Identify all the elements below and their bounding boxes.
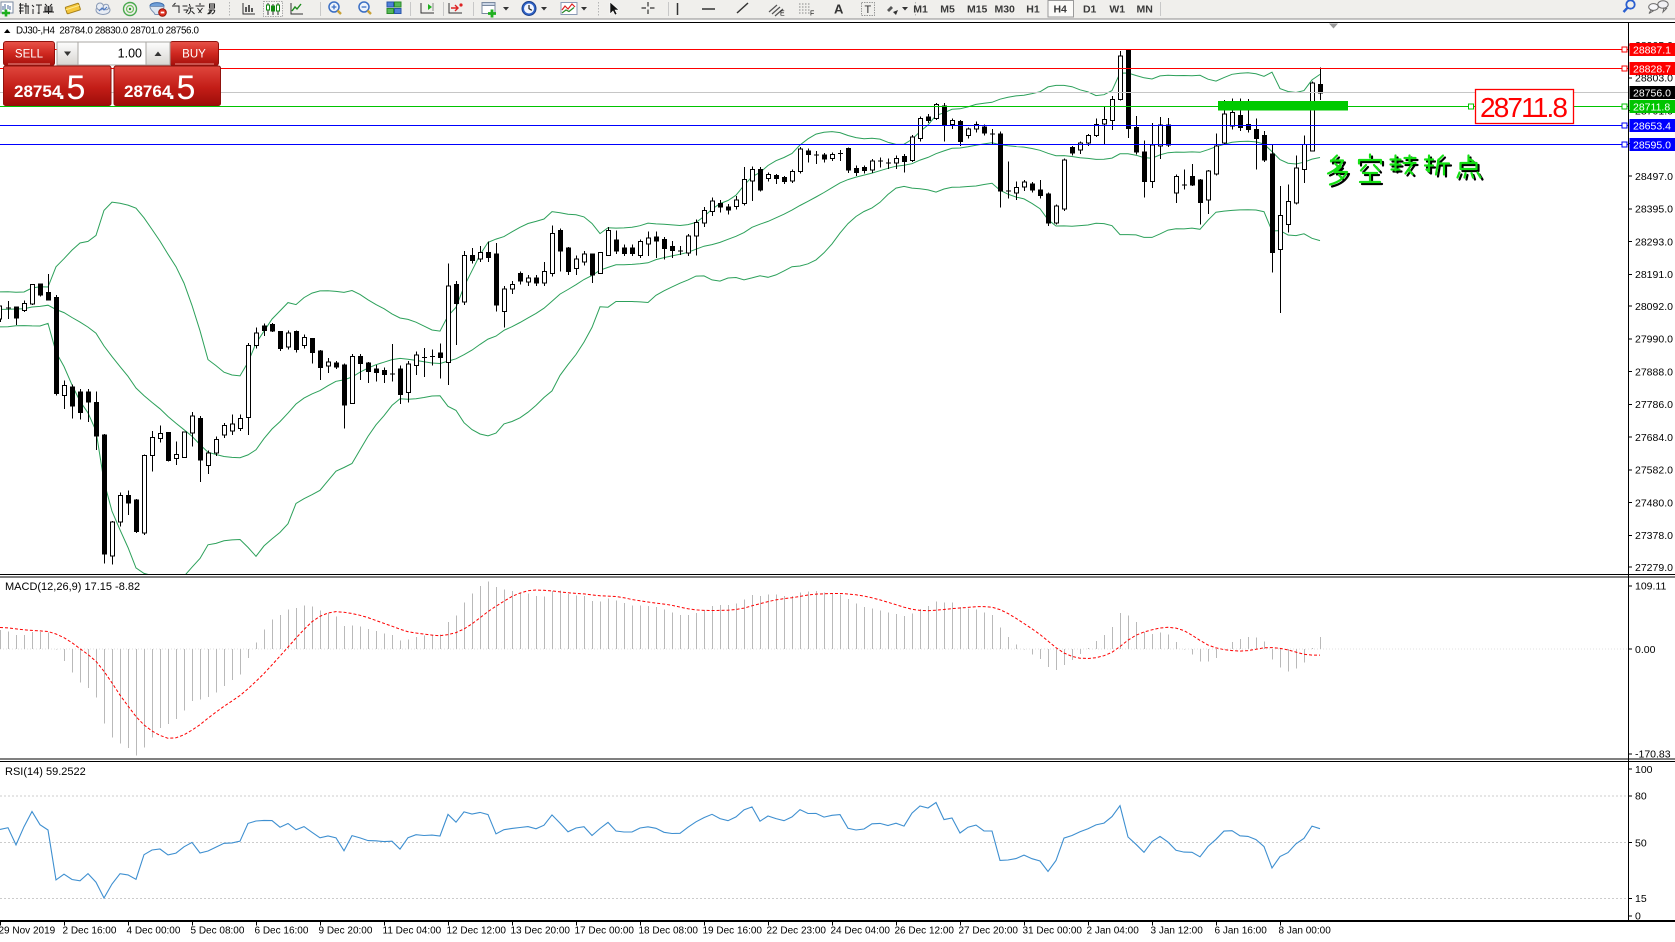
svg-text:27888.0: 27888.0 xyxy=(1635,366,1673,378)
svg-text:29 Nov 2019: 29 Nov 2019 xyxy=(0,926,56,937)
svg-text:28756.0: 28756.0 xyxy=(1633,88,1671,100)
svg-text:15: 15 xyxy=(1635,893,1647,905)
svg-text:13 Dec 20:00: 13 Dec 20:00 xyxy=(511,926,571,937)
svg-text:M30: M30 xyxy=(994,4,1015,16)
svg-text:2 Dec 16:00: 2 Dec 16:00 xyxy=(63,926,117,937)
svg-text:28828.7: 28828.7 xyxy=(1633,64,1671,76)
svg-text:BUY: BUY xyxy=(182,49,206,61)
svg-text:RSI(14) 59.2522: RSI(14) 59.2522 xyxy=(5,766,86,778)
svg-text:M1: M1 xyxy=(913,4,928,16)
svg-text:24 Dec 04:00: 24 Dec 04:00 xyxy=(831,926,891,937)
svg-text:D1: D1 xyxy=(1083,4,1097,16)
svg-text:5 Dec 08:00: 5 Dec 08:00 xyxy=(191,926,245,937)
svg-text:A: A xyxy=(834,2,844,17)
svg-text:17 Dec 00:00: 17 Dec 00:00 xyxy=(575,926,635,937)
svg-text:.5: .5 xyxy=(167,69,195,107)
svg-text:E: E xyxy=(780,11,785,18)
svg-text:6 Dec 16:00: 6 Dec 16:00 xyxy=(255,926,309,937)
svg-text:28395.0: 28395.0 xyxy=(1635,204,1673,216)
svg-text:6 Jan 16:00: 6 Jan 16:00 xyxy=(1215,926,1268,937)
svg-text:26 Dec 12:00: 26 Dec 12:00 xyxy=(895,926,955,937)
svg-text:DJ30-,H4 28784.0 28830.0 2870: DJ30-,H4 28784.0 28830.0 28701.0 28756.0 xyxy=(16,26,200,37)
svg-text:27786.0: 27786.0 xyxy=(1635,399,1673,411)
svg-text:22 Dec 23:00: 22 Dec 23:00 xyxy=(767,926,827,937)
svg-text:-170.83: -170.83 xyxy=(1635,749,1671,761)
svg-text:2 Jan 04:00: 2 Jan 04:00 xyxy=(1087,926,1140,937)
svg-text:W1: W1 xyxy=(1109,4,1125,16)
svg-text:27 Dec 20:00: 27 Dec 20:00 xyxy=(959,926,1019,937)
svg-text:50: 50 xyxy=(1635,837,1647,849)
svg-text:109.11: 109.11 xyxy=(1635,581,1666,593)
svg-text:28711.8: 28711.8 xyxy=(1633,102,1670,114)
svg-text:28803.0: 28803.0 xyxy=(1635,73,1673,85)
svg-text:12 Dec 12:00: 12 Dec 12:00 xyxy=(447,926,507,937)
svg-text:27582.0: 27582.0 xyxy=(1635,465,1673,477)
svg-text:27684.0: 27684.0 xyxy=(1635,432,1673,444)
svg-text:3 Jan 12:00: 3 Jan 12:00 xyxy=(1151,926,1204,937)
svg-text:28887.1: 28887.1 xyxy=(1633,45,1671,57)
svg-text:28293.0: 28293.0 xyxy=(1635,236,1673,248)
svg-text:9 Dec 20:00: 9 Dec 20:00 xyxy=(319,926,373,937)
svg-text:H4: H4 xyxy=(1053,4,1067,16)
svg-text:28497.0: 28497.0 xyxy=(1635,171,1673,183)
svg-text:.5: .5 xyxy=(57,69,85,107)
svg-text:0.00: 0.00 xyxy=(1635,644,1656,656)
svg-text:28191.0: 28191.0 xyxy=(1635,269,1673,281)
svg-text:0: 0 xyxy=(1635,911,1641,923)
svg-text:28711.8: 28711.8 xyxy=(1480,92,1568,123)
svg-text:80: 80 xyxy=(1635,791,1647,803)
svg-text:18 Dec 08:00: 18 Dec 08:00 xyxy=(639,926,699,937)
svg-text:19 Dec 16:00: 19 Dec 16:00 xyxy=(703,926,763,937)
svg-text:100: 100 xyxy=(1635,764,1653,776)
svg-text:31 Dec 00:00: 31 Dec 00:00 xyxy=(1023,926,1083,937)
svg-text:28764: 28764 xyxy=(124,82,172,101)
svg-text:28595.0: 28595.0 xyxy=(1633,140,1671,152)
svg-text:4 Dec 00:00: 4 Dec 00:00 xyxy=(127,926,181,937)
svg-text:28092.0: 28092.0 xyxy=(1635,301,1673,313)
svg-text:11 Dec 04:00: 11 Dec 04:00 xyxy=(383,926,442,937)
svg-text:27990.0: 27990.0 xyxy=(1635,334,1673,346)
svg-text:H1: H1 xyxy=(1026,4,1040,16)
svg-text:M15: M15 xyxy=(967,4,988,16)
svg-text:28754: 28754 xyxy=(14,82,62,101)
svg-text:27279.0: 27279.0 xyxy=(1635,562,1673,574)
svg-text:MACD(12,26,9) 17.15 -8.82: MACD(12,26,9) 17.15 -8.82 xyxy=(5,581,140,593)
svg-text:27480.0: 27480.0 xyxy=(1635,497,1673,509)
svg-text:8 Jan 00:00: 8 Jan 00:00 xyxy=(1279,926,1332,937)
svg-text:F: F xyxy=(810,11,814,18)
svg-text:1.00: 1.00 xyxy=(118,47,142,61)
svg-text:MN: MN xyxy=(1137,4,1153,16)
svg-text:28653.4: 28653.4 xyxy=(1633,121,1671,133)
svg-text:27378.0: 27378.0 xyxy=(1635,530,1673,542)
svg-text:T: T xyxy=(865,4,872,16)
svg-text:SELL: SELL xyxy=(15,49,44,61)
svg-text:M5: M5 xyxy=(940,4,955,16)
